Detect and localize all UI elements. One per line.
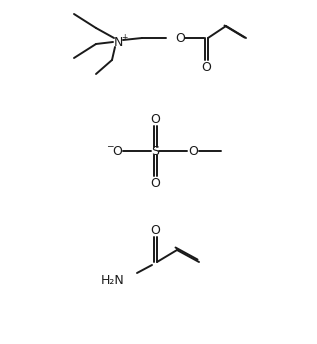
Text: O: O [150, 176, 160, 190]
Text: O: O [175, 32, 185, 44]
Text: O: O [150, 112, 160, 126]
Text: S: S [151, 144, 159, 158]
Text: O: O [201, 61, 211, 74]
Text: N: N [113, 35, 123, 49]
Text: +: + [121, 32, 127, 42]
Text: H₂N: H₂N [101, 273, 125, 287]
Text: −: − [106, 141, 114, 151]
Text: O: O [188, 144, 198, 158]
Text: O: O [112, 144, 122, 158]
Text: O: O [150, 224, 160, 237]
